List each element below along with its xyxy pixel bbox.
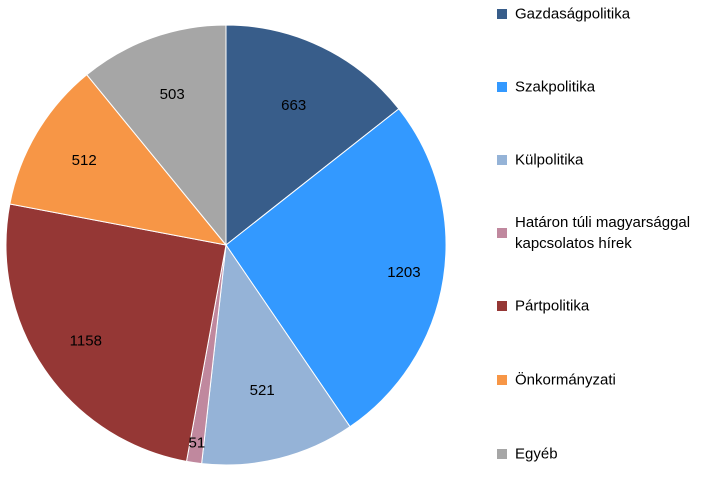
data-label-partpolitika: 1158: [70, 333, 102, 350]
data-label-gazdasagpolitika: 663: [281, 97, 306, 114]
legend-item-egyeb: Egyéb: [497, 446, 558, 463]
legend-swatch-kulpolitika: [497, 155, 507, 165]
data-label-szakpolitika: 1203: [387, 264, 420, 281]
legend-item-partpolitika: Pártpolitika: [497, 298, 590, 315]
legend: Gazdaságpolitika Szakpolitika Külpolitika H…: [497, 6, 690, 463]
legend-item-gazdasagpolitika: Gazdaságpolitika: [497, 6, 631, 23]
pie-slice-onkormanyzati: [9, 73, 228, 246]
legend-item-kulpolitika: Külpolitika: [497, 152, 584, 169]
pie-slice-partpolitika: [5, 203, 227, 463]
pie-slice-kulpolitika: [201, 243, 351, 466]
legend-swatch-szakpolitika: [497, 82, 507, 92]
legend-swatch-gazdasagpolitika: [497, 9, 507, 19]
legend-item-szakpolitika: Szakpolitika: [497, 79, 596, 96]
data-label-hataron-tuli-magyarsaggal-kapcsolatos-hirek: 51: [189, 434, 206, 451]
legend-swatch-egyeb: [497, 449, 507, 459]
data-label-onkormanyzati: 512: [72, 152, 97, 169]
legend-label-gazdasagpolitika: Gazdaságpolitika: [515, 6, 631, 23]
legend-swatch-onkormanyzati: [497, 375, 507, 385]
legend-label-kulpolitika: Külpolitika: [515, 152, 584, 169]
pie-slice-egyeb: [86, 24, 227, 247]
data-label-kulpolitika: 521: [250, 382, 275, 399]
legend-label-szakpolitika: Szakpolitika: [515, 79, 596, 96]
legend-label-onkormanyzati: Önkormányzati: [515, 371, 616, 389]
legend-label-egyeb: Egyéb: [515, 446, 558, 463]
legend-swatch-hataron-tuli-magyarsaggal-kapcsolatos-hirek: [497, 228, 507, 238]
pie-slice-szakpolitika: [225, 108, 447, 428]
pie-slice-gazdasagpolitika: [225, 24, 400, 247]
legend-swatch-partpolitika: [497, 301, 507, 311]
legend-item-onkormanyzati: Önkormányzati: [497, 371, 616, 389]
pie-slices: [5, 24, 447, 466]
legend-label-hataron-tuli-magyarsaggal-kapcsolatos-hirek-line-1: Határon túli magyarsággal: [515, 214, 690, 231]
pie-data-labels: 663 1203 521 51 1158 512 503: [70, 86, 421, 452]
legend-label-partpolitika: Pártpolitika: [515, 298, 590, 315]
legend-label-hataron-tuli-magyarsaggal-kapcsolatos-hirek-line-2: kapcsolatos hírek: [515, 235, 632, 252]
data-label-egyeb: 503: [160, 86, 185, 103]
legend-item-hataron-tuli-magyarsaggal-kapcsolatos-hirek: Határon túli magyarsággal kapcsolatos hír…: [497, 214, 690, 252]
